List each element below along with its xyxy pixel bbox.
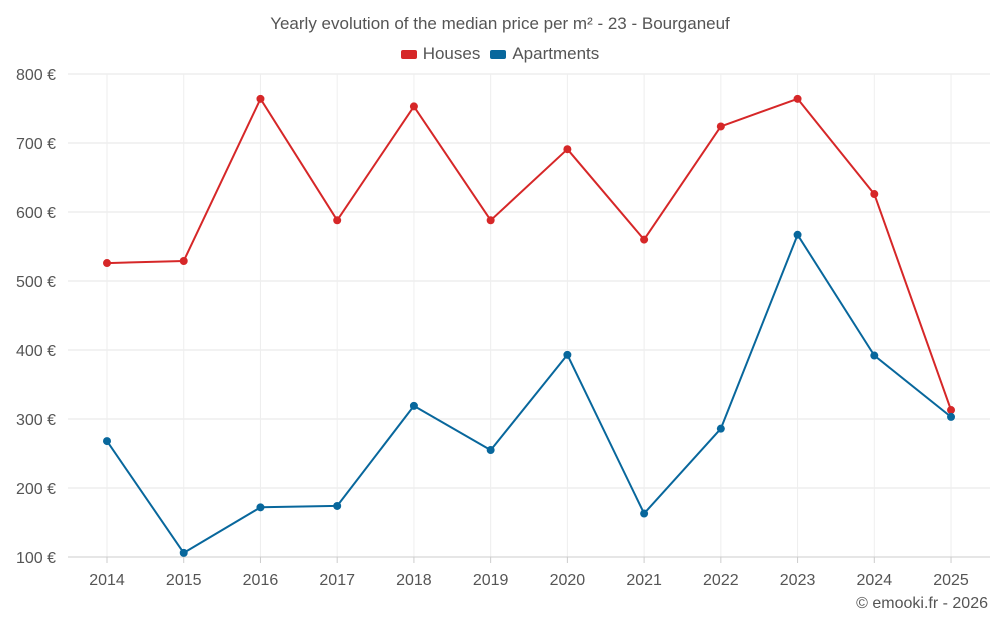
legend-label-houses: Houses [422, 44, 481, 63]
data-point-apartments[interactable] [716, 424, 725, 433]
data-point-houses[interactable] [179, 256, 188, 265]
data-point-houses[interactable] [870, 190, 879, 199]
legend-swatch-houses [400, 49, 417, 59]
x-tick-label: 2015 [166, 572, 202, 589]
y-tick-label: 100 € [16, 550, 56, 567]
x-tick-label: 2016 [243, 572, 279, 589]
data-point-apartments[interactable] [947, 412, 956, 421]
y-tick-label: 400 € [16, 343, 56, 360]
y-tick-label: 600 € [16, 205, 56, 222]
data-point-apartments[interactable] [640, 509, 649, 518]
data-point-apartments[interactable] [563, 350, 572, 359]
y-tick-label: 700 € [16, 136, 56, 153]
x-tick-label: 2021 [626, 572, 662, 589]
x-tick-label: 2018 [396, 572, 432, 589]
data-point-houses[interactable] [793, 94, 802, 103]
data-point-houses[interactable] [333, 216, 342, 225]
data-point-houses[interactable] [486, 216, 495, 225]
legend-item-apartments[interactable]: Apartments [490, 44, 599, 64]
x-tick-label: 2019 [473, 572, 509, 589]
data-point-apartments[interactable] [103, 437, 111, 446]
chart-legend: Houses Apartments [0, 44, 1000, 64]
data-point-apartments[interactable] [179, 548, 188, 557]
data-point-houses[interactable] [716, 122, 725, 131]
data-point-houses[interactable] [947, 406, 956, 415]
data-point-apartments[interactable] [256, 503, 265, 512]
data-point-apartments[interactable] [870, 351, 879, 360]
y-tick-label: 300 € [16, 412, 56, 429]
data-point-houses[interactable] [409, 102, 418, 111]
legend-label-apartments: Apartments [512, 44, 600, 63]
legend-swatch-apartments [490, 49, 507, 59]
y-tick-label: 800 € [16, 67, 56, 84]
data-point-houses[interactable] [563, 145, 572, 154]
data-point-apartments[interactable] [793, 230, 802, 239]
data-point-houses[interactable] [640, 235, 649, 244]
y-tick-label: 200 € [16, 481, 56, 498]
x-tick-label: 2020 [550, 572, 586, 589]
data-point-houses[interactable] [103, 259, 111, 268]
credit-text: © emooki.fr - 2026 [856, 595, 988, 612]
data-point-apartments[interactable] [409, 401, 418, 410]
series-line-apartments [106, 233, 952, 554]
x-tick-label: 2024 [857, 572, 893, 589]
x-tick-label: 2014 [89, 572, 125, 589]
data-point-apartments[interactable] [333, 501, 342, 510]
x-tick-label: 2025 [933, 572, 969, 589]
y-tick-label: 500 € [16, 274, 56, 291]
chart-title: Yearly evolution of the median price per… [270, 14, 730, 33]
series-line-houses [106, 97, 952, 411]
x-tick-label: 2017 [319, 572, 355, 589]
x-tick-label: 2023 [780, 572, 816, 589]
data-point-houses[interactable] [256, 94, 265, 103]
data-point-apartments[interactable] [486, 446, 495, 455]
x-tick-label: 2022 [703, 572, 739, 589]
legend-item-houses[interactable]: Houses [400, 44, 481, 64]
